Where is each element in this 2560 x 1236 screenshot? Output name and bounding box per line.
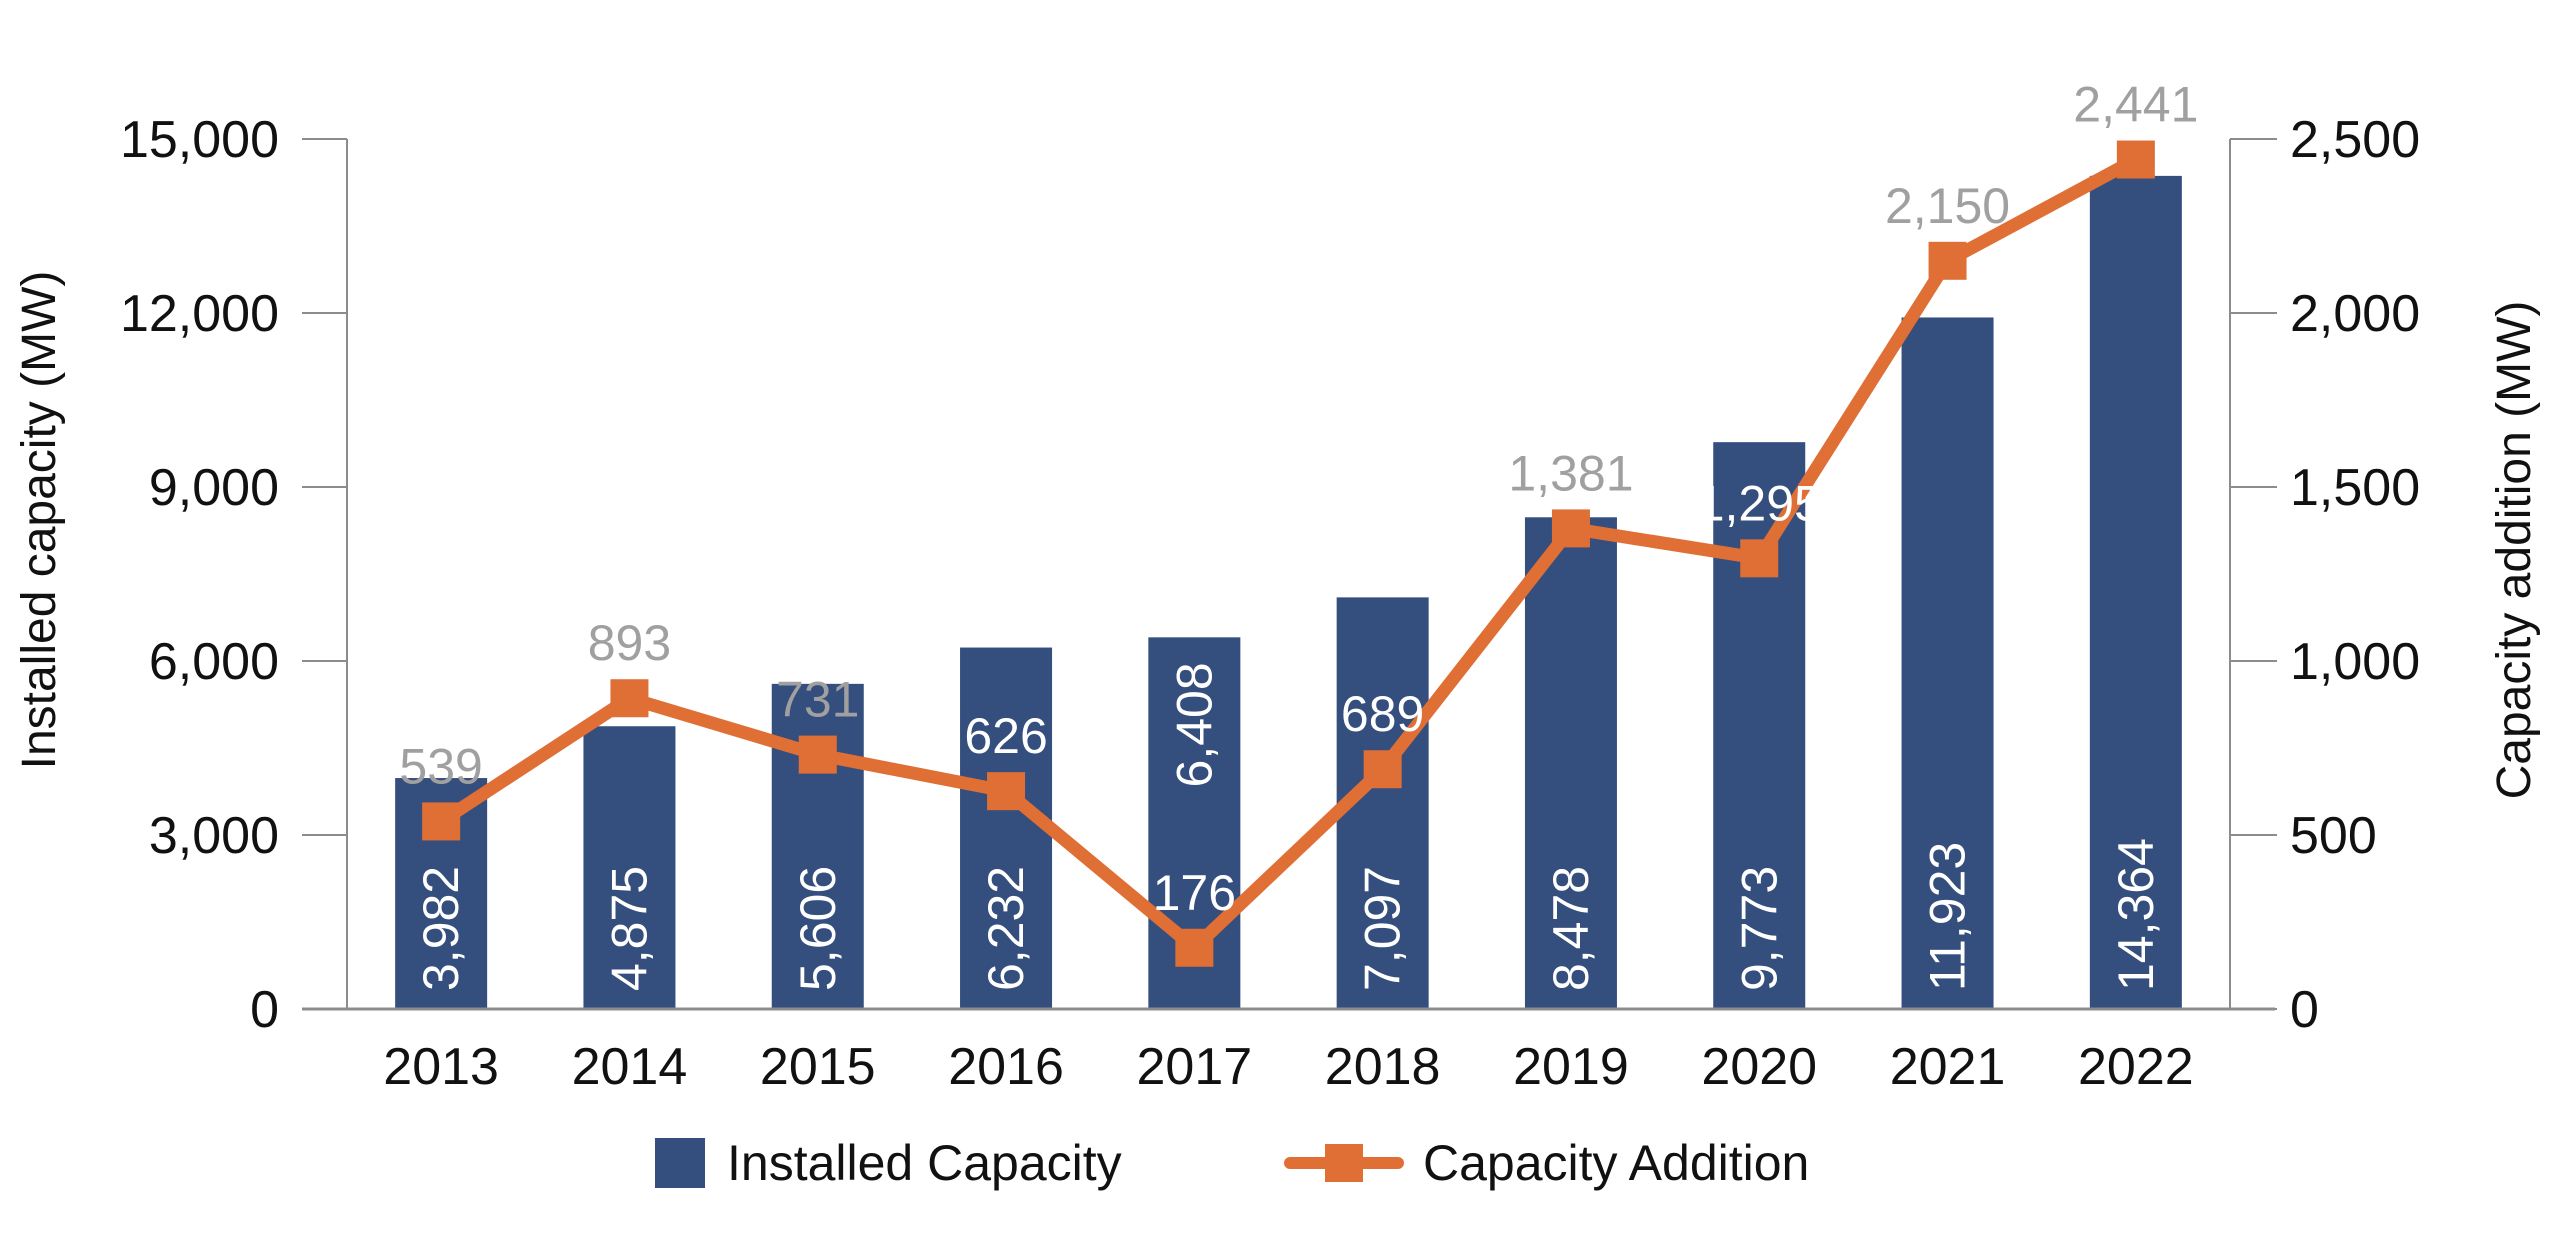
bar-2016: [960, 647, 1053, 1009]
y-right-tick-label: 1,000: [2290, 633, 2420, 691]
x-tick-label: 2018: [1325, 1038, 1441, 1096]
capacity-addition-marker-2013: [422, 802, 461, 841]
bar-2022: [2089, 175, 2182, 1009]
addition-value-label: 731: [776, 672, 859, 728]
bar-value-label: 9,773: [1731, 866, 1787, 991]
bar-value-label: 6,408: [1166, 662, 1222, 787]
y-right-tick-label: 0: [2290, 981, 2319, 1039]
y-right-axis-title: Capacity addition (MW): [2488, 301, 2541, 800]
bar-2014: [583, 726, 676, 1009]
addition-value-label: 1,295: [1697, 475, 1822, 531]
bar-2020: [1713, 442, 1806, 1009]
legend-label-capacity-addition: Capacity Addition: [1423, 1135, 1809, 1191]
bar-value-label: 3,982: [413, 866, 469, 991]
addition-value-label: 539: [399, 738, 482, 794]
bar-value-label: 11,923: [1920, 842, 1976, 991]
capacity-addition-marker-2018: [1363, 750, 1402, 789]
addition-value-label: 626: [964, 708, 1047, 764]
capacity-addition-marker-2022: [2116, 140, 2155, 179]
y-right-tick-label: 500: [2290, 807, 2377, 865]
bar-value-label: 6,232: [978, 866, 1034, 991]
x-tick-label: 2016: [948, 1038, 1064, 1096]
y-left-tick-label: 12,000: [120, 285, 279, 343]
y-right-tick-label: 2,000: [2290, 285, 2420, 343]
y-left-tick-label: 15,000: [120, 111, 279, 169]
addition-value-label: 2,150: [1885, 178, 2010, 234]
x-tick-label: 2013: [383, 1038, 499, 1096]
capacity-addition-marker-2019: [1551, 509, 1590, 548]
addition-value-label: 893: [588, 615, 671, 671]
line-group: [422, 140, 2155, 967]
bar-value-label: 8,478: [1543, 866, 1599, 991]
capacity-addition-marker-2017: [1175, 928, 1214, 967]
x-tick-label: 2020: [1701, 1038, 1817, 1096]
x-tick-label: 2014: [572, 1038, 688, 1096]
legend: Installed Capacity Capacity Addition: [655, 1135, 1809, 1191]
bar-value-label: 5,606: [790, 866, 846, 991]
x-tick-label: 2019: [1513, 1038, 1629, 1096]
legend-swatch-installed-capacity: [655, 1138, 705, 1188]
y-left-tick-label: 0: [250, 981, 279, 1039]
bar-2021: [1901, 317, 1994, 1009]
addition-value-label: 176: [1153, 865, 1236, 921]
x-tick-label: 2017: [1137, 1038, 1253, 1096]
axes-group: 0 3,000 6,000 9,000 12,000 15,000 0 500 1,000 1,5…: [120, 111, 2420, 1096]
bars-group: [395, 175, 2182, 1009]
capacity-addition-line: [437, 153, 2139, 957]
y-left-axis-title: Installed capacity (MW): [13, 271, 66, 770]
y-left-tick-label: 6,000: [149, 633, 279, 691]
y-left-tick-label: 9,000: [149, 459, 279, 517]
labels-group: 3,982 4,875 5,606 6,232 6,408 7,097 8,478 9,773…: [399, 77, 2198, 991]
addition-value-label: 689: [1341, 686, 1424, 742]
bar-value-label: 14,364: [2108, 838, 2164, 991]
capacity-addition-marker-2015: [798, 735, 837, 774]
x-tick-label: 2022: [2078, 1038, 2194, 1096]
bar-value-label: 7,097: [1355, 866, 1411, 991]
x-tick-label: 2015: [760, 1038, 876, 1096]
legend-marker-capacity-addition: [1325, 1144, 1363, 1182]
capacity-addition-marker-2016: [987, 772, 1026, 811]
addition-value-label: 1,381: [1508, 445, 1633, 501]
legend-label-installed-capacity: Installed Capacity: [727, 1135, 1122, 1191]
y-right-tick-label: 1,500: [2290, 459, 2420, 517]
y-left-tick-label: 3,000: [149, 807, 279, 865]
addition-value-label: 2,441: [2073, 77, 2198, 133]
capacity-addition-marker-2021: [1928, 241, 1967, 280]
capacity-addition-marker-2020: [1740, 539, 1779, 578]
x-tick-label: 2021: [1890, 1038, 2006, 1096]
bar-value-label: 4,875: [601, 866, 657, 991]
capacity-addition-marker-2014: [610, 679, 649, 718]
bar-2019: [1524, 517, 1617, 1009]
y-right-tick-label: 2,500: [2290, 111, 2420, 169]
